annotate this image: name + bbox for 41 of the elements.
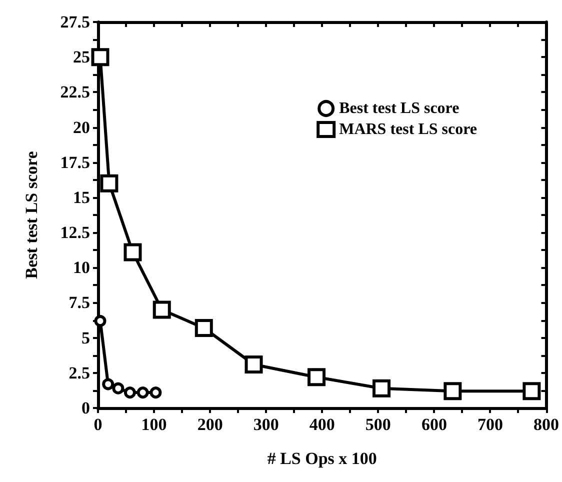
point — [444, 382, 462, 400]
point — [372, 379, 391, 398]
point — [152, 300, 171, 319]
x-tick-label: 700 — [477, 415, 503, 434]
point — [124, 243, 142, 262]
x-tick-label: 800 — [534, 415, 559, 434]
y-tick-label: 20 — [73, 118, 90, 137]
point — [102, 378, 114, 390]
legend-label: MARS test LS score — [339, 121, 477, 138]
x-tick-label: 600 — [421, 415, 447, 434]
y-tick-label: 0 — [82, 398, 90, 418]
y-tick-label: 22.5 — [60, 82, 90, 102]
y-tick-label: 12.5 — [60, 223, 90, 242]
y-tick-label: 5 — [82, 328, 90, 348]
y-tick-label: 15 — [73, 188, 90, 207]
x-axis-title: # LS Ops x 100 — [267, 449, 377, 468]
y-tick-label: 7.5 — [68, 293, 90, 312]
point — [94, 314, 106, 327]
point — [308, 368, 326, 386]
point — [100, 174, 118, 192]
y-tick-label: 10 — [73, 258, 90, 278]
x-tick-label: 300 — [253, 415, 279, 434]
y-tick-label: 25 — [73, 48, 90, 67]
point — [522, 382, 541, 400]
point — [150, 386, 162, 399]
x-tick-label: 500 — [365, 415, 391, 434]
y-tick-label: 27.5 — [60, 12, 90, 32]
point — [124, 386, 136, 399]
point — [244, 355, 263, 374]
y-tick-label: 17.5 — [60, 152, 90, 172]
legend-label: Best test LS score — [339, 100, 460, 117]
x-tick-label: 200 — [197, 415, 223, 434]
x-tick-label: 100 — [141, 415, 167, 434]
y-axis-title: Best test LS score — [22, 150, 41, 279]
x-tick-label: 400 — [309, 415, 335, 434]
point — [194, 318, 213, 337]
point — [91, 48, 110, 66]
point — [112, 382, 124, 394]
y-tick-label: 2.5 — [68, 363, 90, 382]
point — [136, 386, 149, 399]
x-tick-label: 0 — [94, 415, 102, 434]
